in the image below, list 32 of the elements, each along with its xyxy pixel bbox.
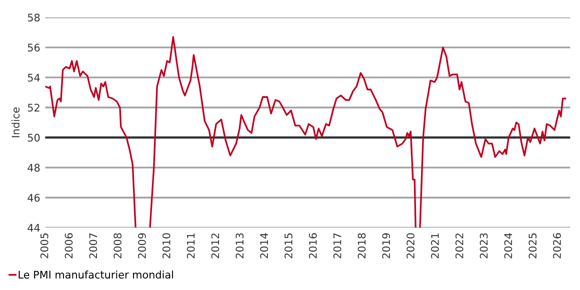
x-tick-label: 2008	[114, 233, 122, 258]
x-tick-label: 2016	[308, 233, 317, 258]
legend-label: Le PMI manufacturier mondial	[18, 270, 174, 279]
y-tick-label: 56	[28, 44, 40, 52]
x-tick-label: 2012	[211, 234, 220, 258]
y-tick-label: 44	[28, 224, 40, 232]
y-tick-label: 48	[28, 164, 40, 172]
x-tick-label: 2021	[431, 233, 439, 258]
y-tick-label: 46	[28, 194, 40, 202]
x-tick-label: 2025	[528, 233, 537, 258]
y-axis-title: Indice	[11, 107, 20, 138]
x-tick-label: 2013	[236, 233, 244, 258]
x-tick-label: 2014	[260, 233, 268, 258]
x-tick-label: 2005	[40, 233, 48, 258]
x-tick-label: 2020	[406, 233, 414, 258]
x-tick-label: 2018	[358, 233, 366, 258]
x-tick-label: 2006	[64, 233, 73, 258]
y-tick-label: 54	[28, 74, 40, 82]
y-tick-label: 58	[28, 14, 40, 22]
x-tick-label: 2011	[186, 233, 195, 258]
y-tick-label: 52	[28, 104, 40, 112]
x-tick-label: 2010	[162, 233, 170, 258]
x-tick-label: 2023	[480, 233, 488, 258]
x-tick-label: 2009	[138, 233, 146, 258]
x-tick-label: 2024	[504, 233, 512, 258]
x-tick-label: 2017	[333, 233, 342, 258]
x-tick-label: 2026	[553, 233, 561, 258]
y-tick-label: 50	[28, 134, 40, 142]
x-tick-label: 2015	[284, 233, 292, 258]
x-tick-label: 2019	[382, 233, 390, 258]
x-tick-label: 2022	[455, 234, 464, 258]
x-tick-label: 2007	[89, 233, 98, 258]
